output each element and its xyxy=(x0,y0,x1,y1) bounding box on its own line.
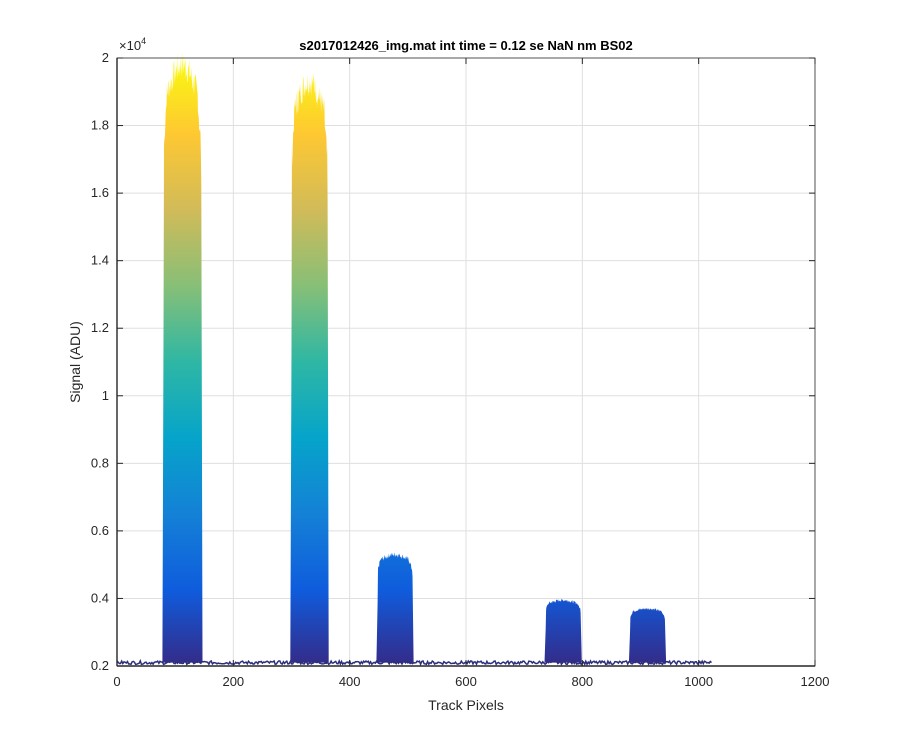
peak-2-area xyxy=(290,72,329,663)
y-tick-label: 2 xyxy=(102,50,109,65)
y-tick-label: 1.2 xyxy=(91,320,109,335)
tick-labels: 0 200 400 600 800 1000 1200 0.2 0.4 0.6 0.8 1 1.2 1.4… xyxy=(91,50,830,689)
peak-4-area xyxy=(544,598,582,663)
y-axis-label: Signal (ADU) xyxy=(67,321,83,403)
x-tick-label: 400 xyxy=(339,674,361,689)
y-tick-label: 1.6 xyxy=(91,185,109,200)
y-exponent-label: ×104 xyxy=(119,36,146,53)
peak-1-area xyxy=(162,52,203,663)
x-tick-label: 0 xyxy=(113,674,120,689)
y-tick-label: 0.2 xyxy=(91,658,109,673)
x-tick-label: 200 xyxy=(222,674,244,689)
y-tick-label: 1.8 xyxy=(91,118,109,133)
signal-series xyxy=(116,52,713,667)
y-tick-label: 1.4 xyxy=(91,253,109,268)
y-exponent-power: 4 xyxy=(141,36,146,46)
baseline-trace xyxy=(116,658,713,667)
y-tick-label: 0.6 xyxy=(91,523,109,538)
peak-3-area xyxy=(376,552,414,663)
y-tick-label: 0.8 xyxy=(91,455,109,470)
x-tick-label: 800 xyxy=(571,674,593,689)
x-tick-label: 1200 xyxy=(801,674,830,689)
x-tick-label: 1000 xyxy=(684,674,713,689)
peak-5-area xyxy=(628,607,667,663)
axes-frame xyxy=(116,57,816,667)
chart-title: s2017012426_img.mat int time = 0.12 se N… xyxy=(299,38,633,53)
x-axis-label: Track Pixels xyxy=(428,697,504,713)
y-tick-label: 1 xyxy=(102,388,109,403)
x-tick-label: 600 xyxy=(455,674,477,689)
grid-lines xyxy=(117,58,815,666)
y-exponent-base: ×10 xyxy=(119,38,141,53)
y-tick-label: 0.4 xyxy=(91,590,109,605)
